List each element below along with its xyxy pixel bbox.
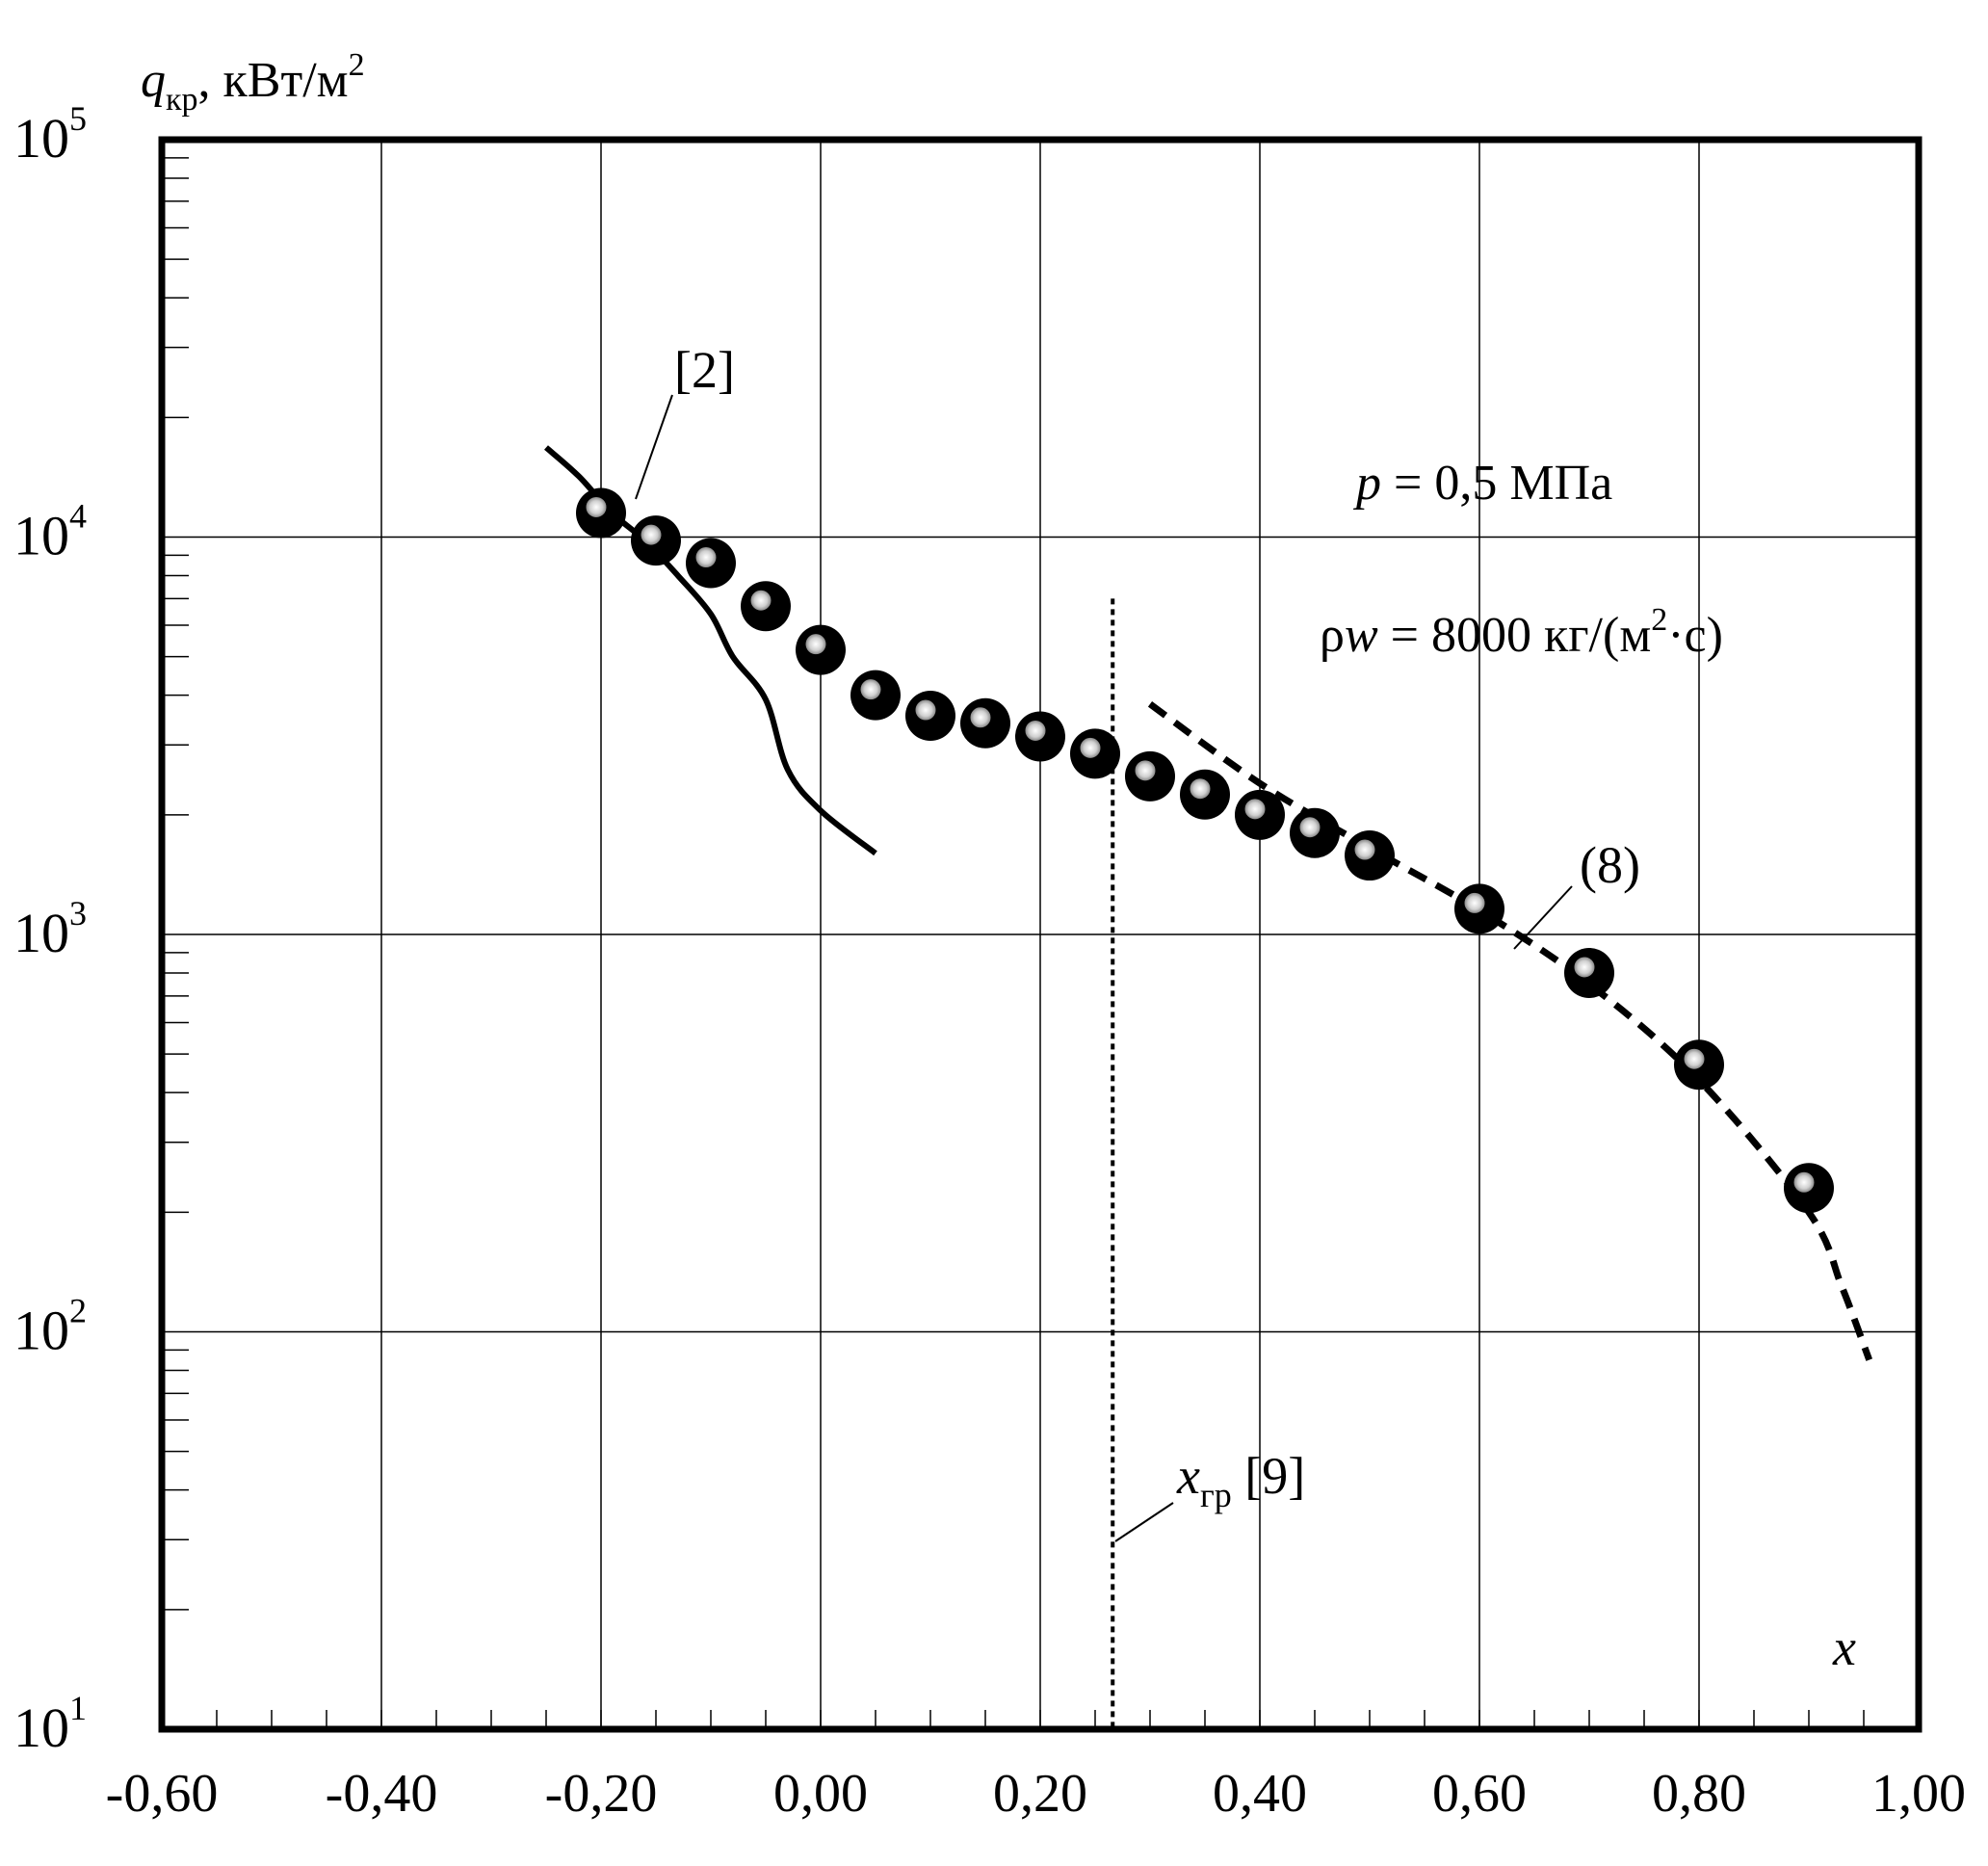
leader-xgr — [1114, 1502, 1174, 1542]
data-point-highlight — [1463, 891, 1486, 914]
data-point — [1564, 947, 1614, 998]
data-point — [960, 697, 1010, 749]
data-point — [1180, 769, 1230, 820]
x-tick-label: 0,80 — [1652, 1764, 1746, 1824]
mass-flux-text: = 8000 кг/(м — [1378, 608, 1652, 663]
y-axis-label-unit: , кВт/м — [198, 53, 349, 108]
y-tick-labels: 101 102 103 104 105 — [13, 99, 87, 1759]
data-point — [1125, 750, 1175, 802]
xgr-main: x — [1176, 1447, 1200, 1505]
x-axis-label: x — [1832, 1618, 1856, 1676]
data-point — [1235, 789, 1285, 840]
series-label-ref2: [2] — [674, 341, 735, 399]
markers — [576, 487, 1834, 1214]
data-point-highlight — [585, 495, 608, 518]
x-tick-label: 0,60 — [1432, 1764, 1527, 1824]
plot-frame — [158, 136, 1923, 1733]
data-point — [1015, 711, 1065, 762]
x-tick-label: -0,20 — [545, 1764, 658, 1824]
y-axis-label-unit-sup: 2 — [349, 47, 365, 83]
data-point — [905, 691, 955, 742]
data-point-highlight — [640, 523, 663, 546]
minor-ticks — [162, 157, 1865, 1729]
data-point-highlight — [1079, 736, 1102, 759]
data-point-highlight — [1792, 1170, 1816, 1194]
data-point-highlight — [1298, 816, 1321, 839]
grid — [162, 140, 1919, 1729]
data-point-highlight — [914, 698, 937, 722]
data-point-highlight — [859, 678, 882, 701]
x-tick-labels: -0,60 -0,40 -0,20 0,00 0,20 0,40 0,60 0,80 1,00 — [106, 1764, 1966, 1824]
pressure-text: = 0,5 МПа — [1381, 456, 1612, 511]
data-point-highlight — [969, 706, 992, 729]
data-point — [1070, 728, 1120, 779]
leader-ref2 — [635, 394, 673, 500]
y-axis-label: qкр, кВт/м2 — [141, 47, 365, 118]
y-tick-label: 103 — [13, 894, 87, 964]
data-point-highlight — [1134, 759, 1157, 782]
y-tick-label: 102 — [13, 1292, 87, 1362]
data-point-highlight — [1243, 798, 1267, 821]
data-point — [741, 581, 791, 632]
mass-flux-tail: ·с) — [1667, 608, 1723, 663]
data-point — [1784, 1163, 1834, 1214]
data-point — [686, 538, 736, 589]
data-point — [1290, 807, 1340, 858]
data-point — [1674, 1039, 1724, 1091]
data-point-highlight — [1024, 719, 1047, 742]
curve-eq8 — [1147, 701, 1872, 1361]
data-point-highlight — [694, 546, 718, 569]
x-tick-label: 0,20 — [993, 1764, 1087, 1824]
x-tick-label: -0,40 — [326, 1764, 438, 1824]
data-point — [850, 670, 901, 721]
data-point — [576, 487, 626, 539]
xgr-sub: гр — [1200, 1476, 1232, 1514]
data-point-highlight — [804, 633, 827, 656]
x-tick-label: -0,60 — [106, 1764, 219, 1824]
data-point-highlight — [749, 589, 772, 612]
y-axis-label-sub: кр — [166, 82, 198, 118]
pressure-var: p — [1352, 456, 1381, 511]
data-point-highlight — [1683, 1047, 1706, 1070]
y-tick-label: 104 — [13, 497, 87, 567]
mass-flux-rho: ρ — [1320, 608, 1345, 663]
data-point — [1345, 830, 1395, 881]
mass-flux-w: w — [1345, 608, 1378, 663]
data-point-highlight — [1573, 956, 1596, 979]
x-tick-label: 0,00 — [773, 1764, 868, 1824]
data-point-highlight — [1353, 838, 1376, 861]
series-label-xgr: xгр [9] — [1176, 1447, 1305, 1514]
x-tick-label: 1,00 — [1871, 1764, 1966, 1824]
data-point — [631, 515, 681, 566]
data-point — [1454, 883, 1504, 934]
xgr-ref: [9] — [1232, 1447, 1305, 1505]
mass-flux-annotation: ρw = 8000 кг/(м2·с) — [1320, 602, 1723, 663]
data-point — [796, 624, 846, 675]
leader-eq8 — [1513, 885, 1573, 950]
pressure-annotation: p = 0,5 МПа — [1352, 456, 1612, 511]
series-label-eq8: (8) — [1580, 836, 1640, 894]
x-tick-label: 0,40 — [1213, 1764, 1307, 1824]
y-axis-label-main: q — [141, 53, 166, 108]
y-tick-label: 101 — [13, 1689, 87, 1759]
y-tick-label: 105 — [13, 99, 87, 170]
data-point-highlight — [1189, 777, 1212, 801]
mass-flux-sup: 2 — [1651, 602, 1667, 638]
